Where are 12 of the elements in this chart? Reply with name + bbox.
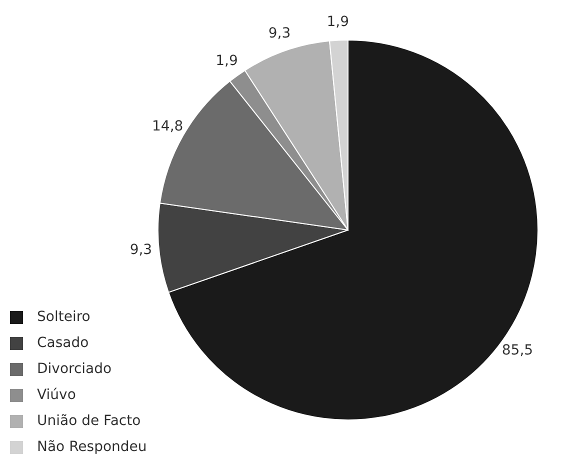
legend-label: Divorciado bbox=[37, 360, 112, 379]
data-label: 9,3 bbox=[268, 26, 291, 42]
legend-label: Não Respondeu bbox=[37, 438, 147, 457]
data-label: 9,3 bbox=[130, 242, 152, 258]
data-label: 1,9 bbox=[216, 52, 238, 69]
legend-label: Viúvo bbox=[37, 386, 76, 405]
legend-label: União de Facto bbox=[37, 412, 141, 431]
data-label: 85,5 bbox=[502, 342, 534, 359]
legend-label: Casado bbox=[37, 334, 89, 353]
data-label: 14,8 bbox=[152, 118, 184, 134]
legend-label: Solteiro bbox=[37, 308, 90, 327]
data-label: 1,9 bbox=[326, 14, 350, 30]
